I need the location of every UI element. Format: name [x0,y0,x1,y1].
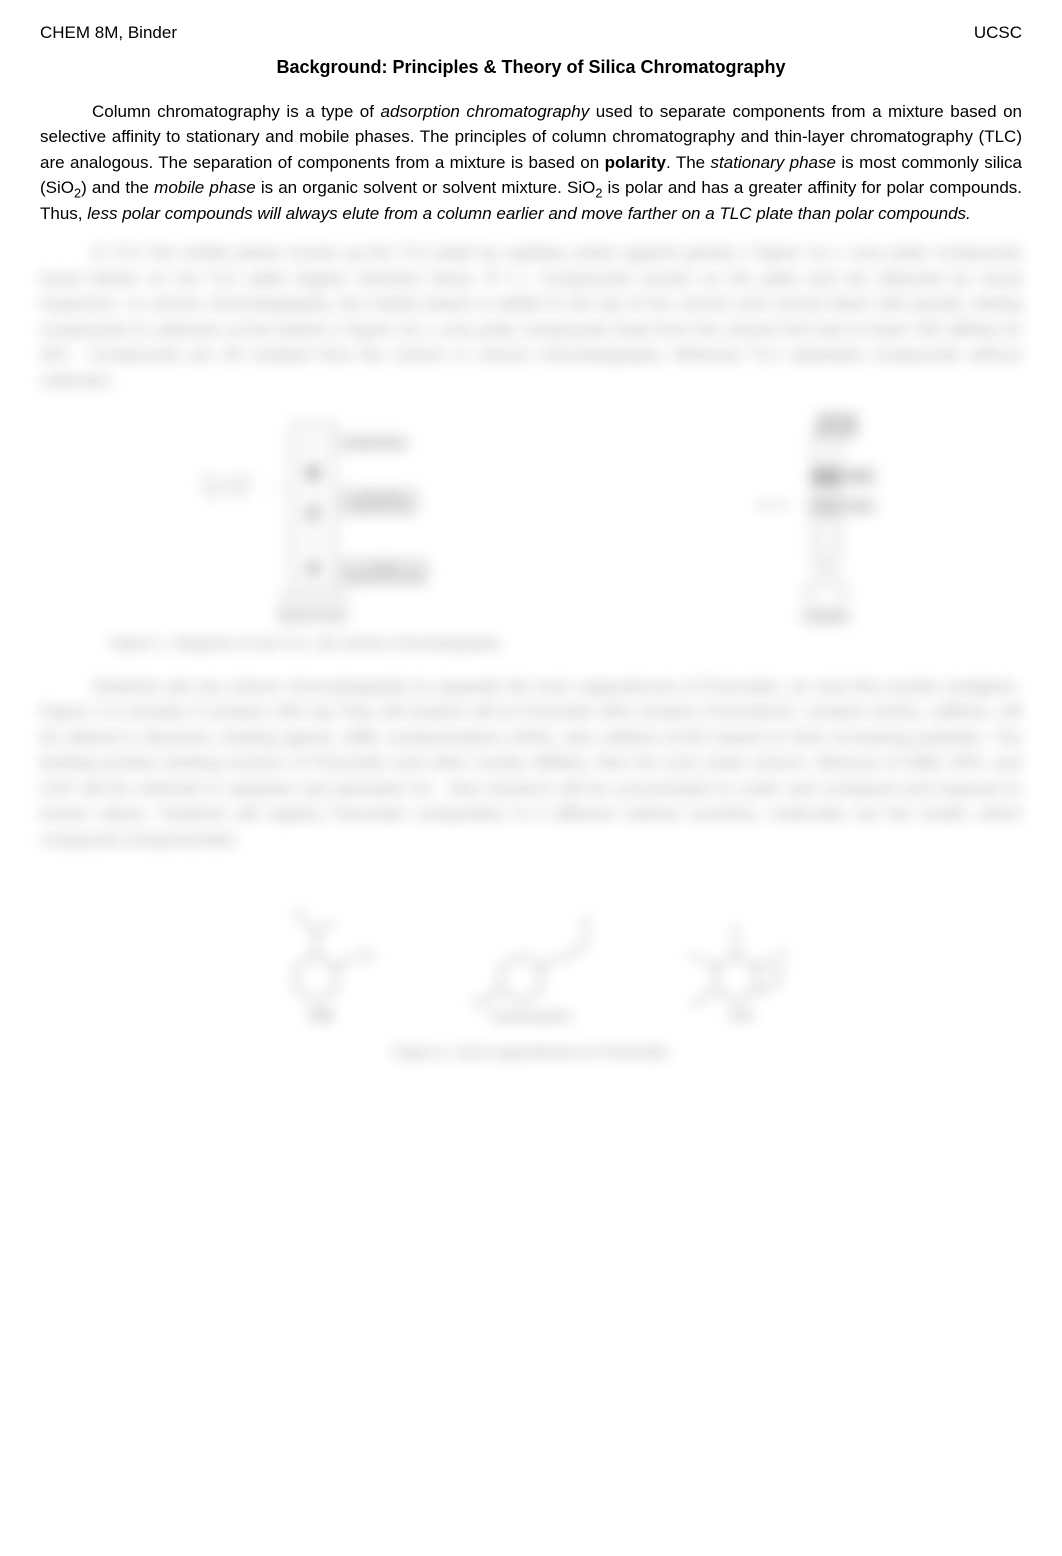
molecule-caf: O N O N CAF [666,872,816,1022]
document-title: Background: Principles & Theory of Silic… [40,54,1022,81]
blurred-content: In TLC the mobile phase moves up the TLC… [40,240,1022,1065]
tlc-figure: SiO₂ coated glass side Solvent Front Com… [181,413,461,623]
svg-text:OH: OH [358,949,376,963]
italic-term: adsorption chromatography [380,102,589,121]
svg-text:SiO₂ coated: SiO₂ coated [199,475,252,486]
svg-text:spotted with mixture: spotted with mixture [343,572,423,582]
column-diagram: Mobile phase Solvent polar less p compou… [682,413,882,623]
svg-text:spread as spot: spread as spot [349,502,409,512]
svg-text:polar: polar [848,471,868,481]
svg-text:HO: HO [471,998,488,1010]
svg-text:Mobile: Mobile [823,415,850,425]
svg-text:phase: phase [824,425,849,435]
svg-text:N: N [563,951,571,963]
tlc-diagram: SiO₂ coated glass side Solvent Front Com… [181,413,461,623]
blurred-paragraph: In TLC the mobile phase moves up the TLC… [40,240,1022,393]
italic-term: less polar compounds will always elute f… [87,204,971,223]
molecules-container: O OH ABB N O HO acetaminophen [40,872,1022,1022]
svg-text:Mobile Phase: Mobile Phase [277,612,347,623]
svg-text:O: O [731,923,740,935]
text-segment: is an organic solvent or solvent mixture… [256,178,596,197]
blurred-paragraph-2: Students will use column chromatography … [40,674,1022,853]
figure-2-caption: Figure 2. Ionic organobromo in Fluoroden [40,1042,1022,1065]
svg-text:Compounds: Compounds [354,491,403,501]
bold-term: polarity [605,153,666,172]
molecule-abb: O OH ABB [246,872,396,1022]
svg-text:CAF: CAF [729,1009,754,1022]
svg-text:N: N [779,948,787,960]
italic-term: mobile phase [154,178,256,197]
svg-text:O: O [294,906,303,920]
molecule-apap: N O HO acetaminophen [456,872,606,1022]
course-label: CHEM 8M, Binder [40,20,177,46]
svg-text:O: O [581,915,590,927]
text-segment: . The [666,153,711,172]
page-header: CHEM 8M, Binder UCSC [40,20,1022,46]
intro-paragraph: Column chromatography is a type of adsor… [40,99,1022,227]
svg-text:O: O [691,998,700,1010]
svg-text:compound: compound [807,613,844,622]
figures-container: SiO₂ coated glass side Solvent Front Com… [40,413,1022,623]
svg-text:Origin: Origin [371,561,395,571]
column-figure: Mobile phase Solvent polar less p compou… [682,413,882,623]
svg-text:glass side: glass side [203,487,248,498]
text-segment: Column chromatography is a type of [92,102,380,121]
school-label: UCSC [974,20,1022,46]
svg-text:acetaminophen: acetaminophen [491,1011,572,1022]
svg-text:N: N [688,951,696,963]
svg-text:Solvent Front: Solvent Front [347,438,401,448]
svg-text:less p: less p [847,501,871,511]
text-segment: ) and the [81,178,154,197]
italic-term: stationary phase [711,153,836,172]
svg-text:Solvent: Solvent [755,500,789,511]
svg-text:ABB: ABB [308,1009,334,1022]
figure-1-caption: Figure 1. Diagrams of (a) TLC, (b) colum… [110,633,1022,656]
